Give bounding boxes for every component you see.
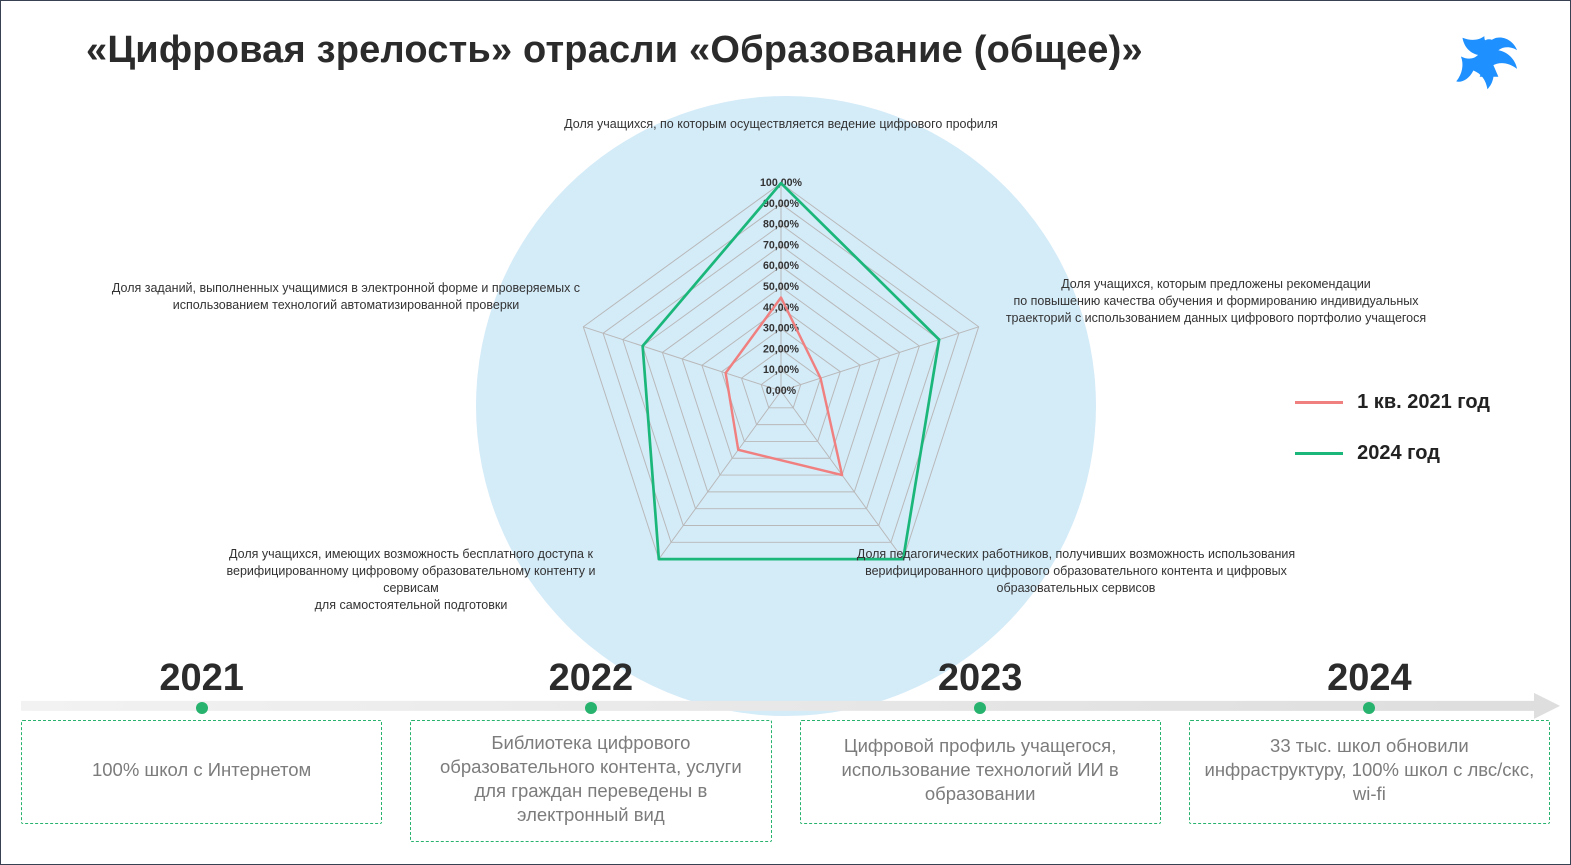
timeline-box: Цифровой профиль учащегося, использовани… [800,720,1161,824]
radar-axis-label: Доля учащихся, имеющих возможность беспл… [211,546,611,614]
legend-swatch [1295,401,1343,404]
svg-text:10,00%: 10,00% [763,364,800,376]
timeline-item: 2021 100% школ с Интернетом [21,657,382,842]
timeline-year: 2024 [1189,657,1550,700]
timeline-dot-icon [1363,702,1375,714]
timeline-box: 100% школ с Интернетом [21,720,382,824]
timeline-item: 2022 Библиотека цифрового образовательно… [410,657,771,842]
timeline-year: 2022 [410,657,771,700]
svg-text:50,00%: 50,00% [763,281,800,293]
radar-axis-label: Доля учащихся, которым предложены рекоме… [1001,276,1431,327]
legend-item: 2024 год [1295,442,1490,465]
timeline-box: Библиотека цифрового образовательного ко… [410,720,771,842]
svg-text:40,00%: 40,00% [763,302,800,314]
page-title: «Цифровая зрелость» отрасли «Образование… [86,29,1143,72]
legend-label: 2024 год [1357,442,1440,465]
timeline: 2021 100% школ с Интернетом 2022 Библиот… [21,657,1550,842]
svg-text:0,00%: 0,00% [766,385,797,397]
radar-axis-label: Доля учащихся, по которым осуществляется… [521,116,1041,133]
svg-text:70,00%: 70,00% [763,239,800,251]
timeline-dot-icon [974,702,986,714]
timeline-dot-icon [196,702,208,714]
legend-swatch [1295,452,1343,455]
radar-axis-label: Доля заданий, выполненных учащимися в эл… [106,280,586,314]
emblem-icon [1448,19,1530,97]
svg-text:80,00%: 80,00% [763,219,800,231]
legend-label: 1 кв. 2021 год [1357,391,1490,414]
timeline-item: 2023 Цифровой профиль учащегося, использ… [800,657,1161,842]
timeline-dot-icon [585,702,597,714]
timeline-item: 2024 33 тыс. школ обновили инфраструктур… [1189,657,1550,842]
chart-legend: 1 кв. 2021 год 2024 год [1295,391,1490,493]
svg-text:20,00%: 20,00% [763,343,800,355]
radar-axis-label: Доля педагогических работников, получивш… [841,546,1311,597]
timeline-year: 2023 [800,657,1161,700]
slide: «Цифровая зрелость» отрасли «Образование… [0,0,1571,865]
svg-text:60,00%: 60,00% [763,260,800,272]
timeline-year: 2021 [21,657,382,700]
timeline-box: 33 тыс. школ обновили инфраструктуру, 10… [1189,720,1550,824]
legend-item: 1 кв. 2021 год [1295,391,1490,414]
